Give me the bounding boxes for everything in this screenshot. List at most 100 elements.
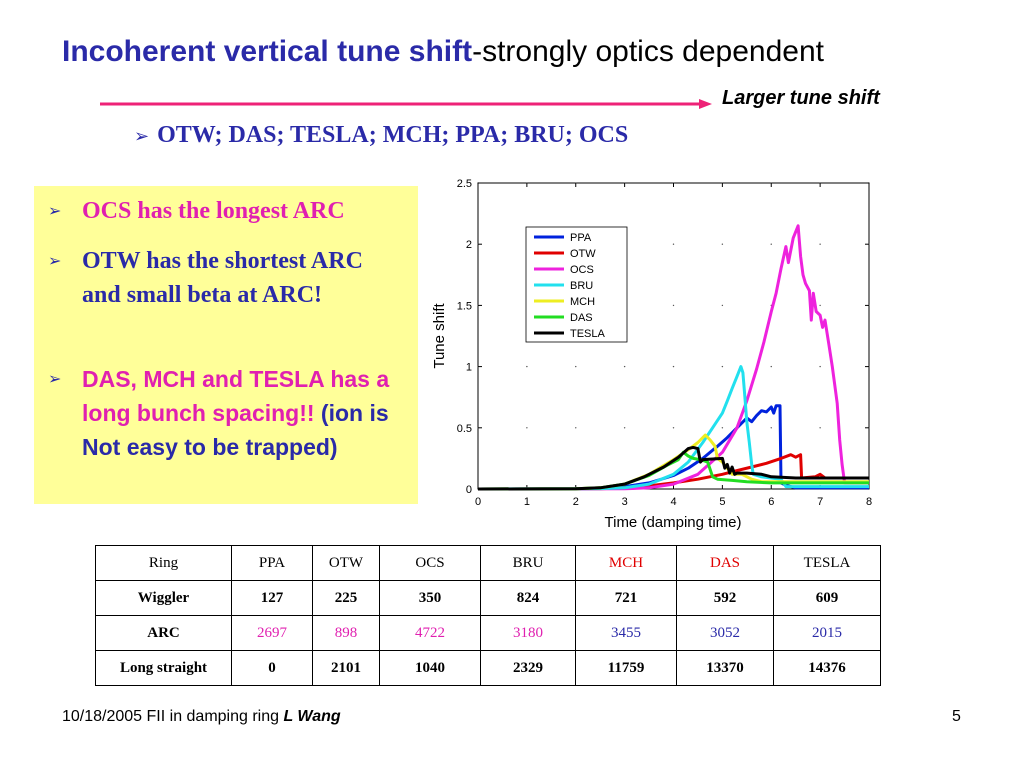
table-cell: 3455: [575, 615, 677, 651]
y-axis-label: Tune shift: [431, 303, 448, 369]
page-number: 5: [952, 708, 961, 725]
table-cell: 2101: [312, 650, 380, 686]
x-tick-label: 4: [670, 496, 676, 508]
grid-dot: [819, 427, 821, 429]
title-bold: Incoherent vertical tune shift: [62, 35, 473, 68]
grid-dot: [721, 365, 724, 368]
table-cell: 721: [575, 580, 677, 616]
grid-dot: [575, 365, 577, 368]
chevron-bullet-icon: ➢: [48, 251, 62, 270]
larger-tune-shift-arrow: [100, 99, 712, 109]
grid-dot: [526, 427, 528, 429]
grid-dot: [672, 304, 675, 307]
table-header-cell: Ring: [95, 545, 232, 581]
x-tick-label: 6: [768, 496, 774, 508]
note-text: DAS, MCH and TESLA has a long bunch spac…: [82, 362, 402, 464]
axis-ticks: 0 1 2 3 4 5 6 7 8 0 0.5 1 1.5 2 2.5: [457, 178, 872, 508]
grid-dot: [721, 427, 724, 429]
series-line-tesla: [477, 445, 869, 491]
legend-label: OTW: [570, 248, 596, 260]
note-text: OTW has the shortest ARC and small beta …: [82, 248, 363, 308]
grid-dot: [672, 365, 675, 368]
grid-dot: [672, 243, 675, 245]
grid-dot: [526, 365, 528, 368]
grid-dot: [575, 427, 577, 429]
table-cell: 898: [312, 615, 380, 651]
x-tick-label: 7: [817, 496, 823, 508]
y-tick-label: 0: [466, 484, 472, 496]
note-text: OCS has the longest ARC: [82, 198, 345, 224]
note-highlight: DAS, MCH and TESLA has a long bunch spac…: [82, 366, 390, 426]
table-cell: 1040: [379, 650, 481, 686]
grid-dot: [623, 427, 626, 429]
table-cell: 127: [231, 580, 313, 616]
arrow-head-icon: [699, 99, 712, 109]
chevron-bullet-icon: ➢: [48, 201, 62, 220]
table-row: ARC 2697 898 4722 3180 3455 3052 2015: [95, 615, 881, 651]
grid-dot: [770, 427, 772, 429]
grid-dot: [770, 243, 772, 245]
footer: 10/18/2005 FII in damping ring L Wang: [62, 708, 341, 726]
grid-dot: [770, 365, 772, 368]
x-tick-label: 2: [573, 496, 579, 508]
footer-text: 10/18/2005 FII in damping ring: [62, 708, 284, 725]
arrow-label: Larger tune shift: [722, 87, 880, 109]
table-row-label: Wiggler: [95, 580, 232, 616]
x-axis-label: Time (damping time): [605, 514, 742, 531]
table-header-cell: MCH: [575, 545, 677, 581]
grid-dot: [672, 427, 675, 429]
table-header-cell: PPA: [231, 545, 313, 581]
x-tick-label: 3: [622, 496, 628, 508]
table-cell: 609: [773, 580, 881, 616]
table-cell: 2697: [231, 615, 313, 651]
table-row-label: Long straight: [95, 650, 232, 686]
slide-title: Incoherent vertical tune shift-strongly …: [62, 34, 824, 70]
x-tick-label: 8: [866, 496, 872, 508]
grid-dot: [819, 243, 821, 245]
table-cell: 2015: [773, 615, 881, 651]
grid-dot: [623, 365, 626, 368]
table-header-cell: DAS: [676, 545, 774, 581]
table-cell: 592: [676, 580, 774, 616]
table-cell: 824: [480, 580, 576, 616]
table-header-cell: TESLA: [773, 545, 881, 581]
grid-dot: [721, 243, 724, 245]
legend-label: DAS: [570, 312, 593, 324]
legend-label: MCH: [570, 296, 595, 308]
rings-list-text: OTW; DAS; TESLA; MCH; PPA; BRU; OCS: [157, 122, 629, 148]
table-cell: 3052: [676, 615, 774, 651]
y-tick-label: 1: [466, 362, 472, 374]
y-tick-label: 1.5: [457, 300, 472, 312]
table-cell: 3180: [480, 615, 576, 651]
title-rest: -strongly optics dependent: [472, 35, 824, 68]
table-row-label: ARC: [95, 615, 232, 651]
table-header-cell: BRU: [480, 545, 576, 581]
table-cell: 350: [379, 580, 481, 616]
table-row: Wiggler 127 225 350 824 721 592 609: [95, 580, 881, 616]
tune-shift-chart: 0 1 2 3 4 5 6 7 8 0 0.5 1 1.5 2 2.5 PPA OTW OCS BRU MCH DAS…: [431, 178, 872, 531]
series-group: [477, 224, 869, 491]
ring-data-table: Ring PPA OTW OCS BRU MCH DAS TESLA Wiggler 127 225…: [95, 545, 881, 686]
table-row: Long straight 0 2101 1040 2329 11759 13370 1437…: [95, 650, 881, 686]
notes-box: ➢ OCS has the longest ARC ➢ OTW has the …: [34, 186, 418, 504]
table-header-cell: OTW: [312, 545, 380, 581]
table-header-row: Ring PPA OTW OCS BRU MCH DAS TESLA: [95, 545, 881, 581]
table-cell: 4722: [379, 615, 481, 651]
grid-dot: [819, 304, 821, 307]
y-tick-label: 2: [466, 239, 472, 251]
legend-label: PPA: [570, 232, 592, 244]
y-tick-label: 0.5: [457, 423, 472, 435]
legend-label: OCS: [570, 264, 594, 276]
legend-label: BRU: [570, 280, 593, 292]
chevron-bullet-icon: ➢: [48, 369, 62, 388]
x-tick-label: 1: [524, 496, 530, 508]
series-line-ocs: [477, 224, 869, 491]
chart-legend: PPA OTW OCS BRU MCH DAS TESLA: [525, 226, 628, 343]
x-tick-label: 0: [475, 496, 481, 508]
table-cell: 13370: [676, 650, 774, 686]
y-tick-label: 2.5: [457, 178, 472, 190]
table-cell: 0: [231, 650, 313, 686]
legend-label: TESLA: [570, 328, 606, 340]
table-cell: 14376: [773, 650, 881, 686]
chevron-bullet-icon: ➢: [134, 126, 150, 147]
